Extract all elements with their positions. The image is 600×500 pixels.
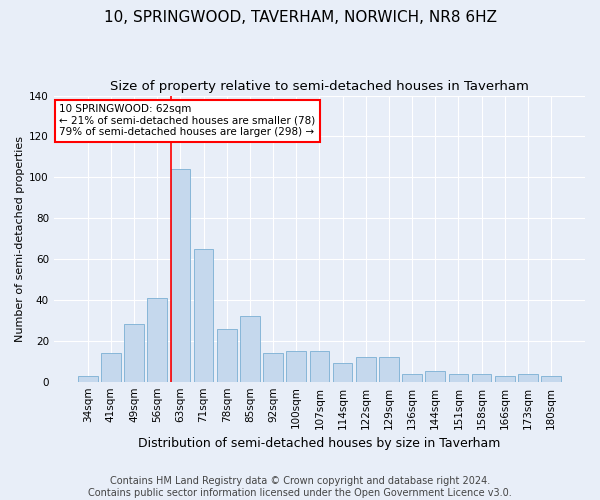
Bar [170, 169, 190, 382]
Bar [333, 364, 352, 382]
Bar [78, 376, 98, 382]
Bar [495, 376, 515, 382]
Bar [472, 374, 491, 382]
Bar [449, 374, 468, 382]
Bar [518, 374, 538, 382]
Bar [240, 316, 260, 382]
Text: 10 SPRINGWOOD: 62sqm
← 21% of semi-detached houses are smaller (78)
79% of semi-: 10 SPRINGWOOD: 62sqm ← 21% of semi-detac… [59, 104, 316, 138]
Bar [379, 357, 399, 382]
X-axis label: Distribution of semi-detached houses by size in Taverham: Distribution of semi-detached houses by … [138, 437, 500, 450]
Bar [310, 351, 329, 382]
Bar [402, 374, 422, 382]
Bar [194, 249, 214, 382]
Bar [101, 353, 121, 382]
Bar [425, 372, 445, 382]
Text: 10, SPRINGWOOD, TAVERHAM, NORWICH, NR8 6HZ: 10, SPRINGWOOD, TAVERHAM, NORWICH, NR8 6… [104, 10, 497, 25]
Y-axis label: Number of semi-detached properties: Number of semi-detached properties [15, 136, 25, 342]
Text: Contains HM Land Registry data © Crown copyright and database right 2024.
Contai: Contains HM Land Registry data © Crown c… [88, 476, 512, 498]
Title: Size of property relative to semi-detached houses in Taverham: Size of property relative to semi-detach… [110, 80, 529, 93]
Bar [124, 324, 144, 382]
Bar [541, 376, 561, 382]
Bar [217, 328, 236, 382]
Bar [356, 357, 376, 382]
Bar [148, 298, 167, 382]
Bar [286, 351, 306, 382]
Bar [263, 353, 283, 382]
